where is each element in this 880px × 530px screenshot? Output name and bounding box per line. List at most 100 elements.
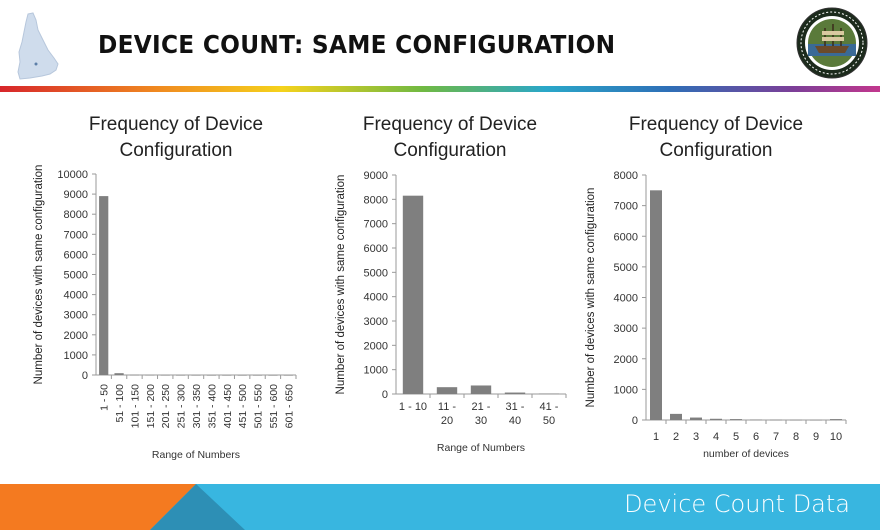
y-tick-label: 7000 bbox=[364, 219, 388, 231]
x-tick-label: 1 - 50 bbox=[99, 384, 111, 411]
x-tick-label: 31 - bbox=[506, 401, 525, 413]
y-tick-label: 4000 bbox=[64, 290, 88, 302]
x-tick-label: 401 - 450 bbox=[222, 384, 234, 429]
x-tick-label: 1 - 10 bbox=[399, 401, 427, 413]
bar bbox=[750, 419, 762, 421]
x-tick-label: 551 - 600 bbox=[268, 384, 280, 429]
bar bbox=[237, 374, 247, 376]
x-tick-label: 10 bbox=[830, 431, 842, 443]
y-tick-label: 5000 bbox=[614, 262, 638, 274]
y-axis-label: Number of devices with same configuratio… bbox=[335, 175, 347, 395]
y-tick-label: 1000 bbox=[364, 365, 388, 377]
x-tick-label: 4 bbox=[713, 431, 719, 443]
y-tick-label: 1000 bbox=[64, 350, 88, 362]
y-tick-label: 10000 bbox=[57, 169, 88, 181]
x-tick-label: 51 - 100 bbox=[114, 384, 126, 423]
rainbow-divider bbox=[0, 86, 880, 92]
x-tick-label: 251 - 300 bbox=[176, 384, 188, 429]
y-tick-label: 2000 bbox=[364, 340, 388, 352]
x-tick-label: 151 - 200 bbox=[145, 384, 157, 429]
x-axis-label: Range of Numbers bbox=[437, 442, 525, 454]
x-tick-label: 301 - 350 bbox=[191, 384, 203, 429]
state-seal-icon bbox=[796, 7, 868, 79]
y-tick-label: 4000 bbox=[364, 292, 388, 304]
bar bbox=[650, 190, 662, 420]
chart-title-line: Frequency of Device bbox=[89, 114, 263, 135]
x-axis-label: number of devices bbox=[703, 448, 789, 460]
y-tick-label: 2000 bbox=[614, 354, 638, 366]
bar bbox=[436, 387, 458, 394]
chart-title-line: Configuration bbox=[393, 140, 506, 161]
y-tick-label: 7000 bbox=[614, 201, 638, 213]
chart-title-line: Frequency of Device bbox=[629, 114, 803, 135]
y-tick-label: 5000 bbox=[64, 270, 88, 282]
y-tick-label: 3000 bbox=[364, 316, 388, 328]
bar bbox=[538, 393, 560, 395]
y-tick-label: 0 bbox=[82, 370, 88, 382]
chart-title-line: Frequency of Device bbox=[363, 114, 537, 135]
bar bbox=[710, 418, 722, 420]
x-tick-label: 7 bbox=[773, 431, 779, 443]
x-tick-label: 351 - 400 bbox=[206, 384, 218, 429]
y-axis-label: Number of devices with same configuratio… bbox=[585, 188, 597, 408]
bar bbox=[99, 196, 109, 375]
y-tick-label: 9000 bbox=[364, 170, 388, 182]
y-tick-label: 8000 bbox=[364, 194, 388, 206]
bar bbox=[283, 374, 293, 376]
slide-title: DEVICE COUNT: SAME CONFIGURATION bbox=[98, 30, 616, 59]
x-axis-label: Range of Numbers bbox=[152, 449, 240, 461]
x-tick-label: 1 bbox=[653, 431, 659, 443]
y-tick-label: 6000 bbox=[64, 249, 88, 261]
y-tick-label: 6000 bbox=[614, 231, 638, 243]
x-tick-label: 50 bbox=[543, 415, 555, 427]
bar bbox=[504, 392, 526, 394]
x-tick-label: 601 - 650 bbox=[283, 384, 295, 429]
chart-title-line: Configuration bbox=[659, 140, 772, 161]
bar bbox=[206, 374, 216, 376]
bar bbox=[191, 374, 201, 376]
y-tick-label: 0 bbox=[632, 415, 638, 427]
bar bbox=[222, 374, 232, 376]
bar bbox=[670, 413, 682, 420]
x-tick-label: 40 bbox=[509, 415, 521, 427]
y-tick-label: 2000 bbox=[64, 330, 88, 342]
y-tick-label: 7000 bbox=[64, 229, 88, 241]
bar bbox=[145, 374, 155, 376]
bar bbox=[252, 374, 263, 376]
bar bbox=[176, 374, 186, 376]
y-tick-label: 0 bbox=[382, 389, 388, 401]
x-tick-label: 201 - 250 bbox=[160, 384, 172, 429]
x-tick-label: 9 bbox=[813, 431, 819, 443]
bar bbox=[770, 419, 782, 421]
x-tick-label: 501 - 550 bbox=[253, 384, 265, 429]
bar bbox=[402, 195, 424, 394]
y-tick-label: 9000 bbox=[64, 189, 88, 201]
x-tick-label: 5 bbox=[733, 431, 739, 443]
bar bbox=[690, 417, 702, 420]
y-tick-label: 6000 bbox=[364, 243, 388, 255]
chart-frequency-range-50: Frequency of Device Configuration 0 1000 200… bbox=[33, 114, 297, 461]
bar bbox=[268, 374, 278, 376]
x-tick-label: 11 - bbox=[438, 401, 456, 413]
chart-frequency-number-of-devices: Frequency of Device Configuration 0 1000 200… bbox=[585, 114, 847, 460]
x-tick-label: 3 bbox=[693, 431, 699, 443]
new-hampshire-state-icon bbox=[17, 12, 59, 80]
x-tick-label: 20 bbox=[441, 415, 453, 427]
chart-title-line: Configuration bbox=[119, 140, 232, 161]
x-tick-label: 451 - 500 bbox=[237, 384, 249, 429]
x-tick-label: 41 - bbox=[540, 401, 559, 413]
bar bbox=[730, 419, 742, 420]
y-tick-label: 3000 bbox=[64, 310, 88, 322]
bar bbox=[160, 374, 170, 376]
bar bbox=[470, 385, 492, 394]
x-tick-label: 8 bbox=[793, 431, 799, 443]
chart-frequency-range-10: Frequency of Device Configuration 0 1000 200… bbox=[335, 114, 567, 454]
x-tick-label: 21 - bbox=[472, 401, 491, 413]
footer-band bbox=[0, 484, 880, 530]
y-tick-label: 1000 bbox=[614, 384, 638, 396]
x-tick-label: 30 bbox=[475, 415, 487, 427]
bar bbox=[810, 419, 822, 421]
y-tick-label: 8000 bbox=[64, 209, 88, 221]
y-tick-label: 5000 bbox=[364, 267, 388, 279]
bar bbox=[114, 373, 124, 375]
